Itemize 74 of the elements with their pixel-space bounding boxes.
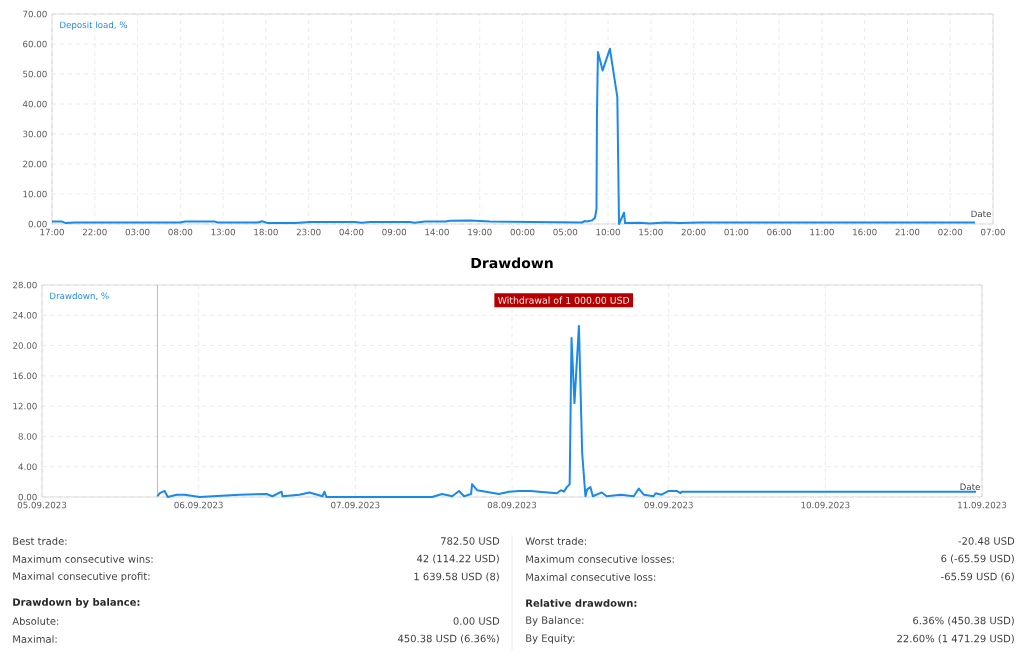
y-tick-label: 60.00	[23, 40, 47, 48]
y-tick-label: 20.00	[23, 160, 47, 168]
y-tick-label: 8.00	[18, 433, 37, 440]
x-tick-label: 11:00	[810, 228, 834, 236]
x-tick-label: 18:00	[254, 228, 278, 236]
text: 1 639.58 USD (8)	[414, 572, 499, 582]
text: 782.50 USD	[441, 537, 500, 545]
x-tick-label: 02:00	[938, 228, 963, 236]
chart-title: Drawdown	[471, 257, 553, 269]
text: Maximal consecutive loss:	[526, 573, 656, 581]
x-tick-label: 22:00	[82, 228, 107, 236]
y-tick-label: 30.00	[23, 130, 47, 138]
y-tick-label: 16.00	[13, 372, 37, 380]
x-tick-label: 16:00	[853, 228, 877, 236]
y-tick-label: 0.00	[28, 220, 47, 228]
x-tick-label: 08.09.2023	[487, 501, 537, 509]
x-tick-label: 10:00	[596, 228, 620, 236]
y-tick-label: 24.00	[13, 312, 37, 319]
text: By Equity:	[526, 634, 575, 644]
text: Maximal:	[13, 635, 57, 643]
text: Absolute:	[12, 617, 59, 625]
x-tick-label: 23:00	[296, 228, 321, 236]
y-tick-label: 50.00	[23, 70, 47, 78]
x-tick-label: 07.09.2023	[331, 501, 380, 509]
text: Maximum consecutive wins:	[13, 555, 153, 563]
y-tick-label: 20.00	[13, 342, 37, 349]
x-tick-label: 01:00	[724, 228, 749, 236]
y-tick-label: 70.00	[23, 10, 47, 18]
x-tick-label: 14:00	[425, 228, 449, 236]
text: -65.59 USD (6)	[941, 572, 1014, 582]
x-tick-label: 10.09.2023	[801, 501, 850, 509]
text: Maximum consecutive losses:	[526, 555, 674, 563]
x-tick-label: 03:00	[125, 228, 150, 236]
y-axis-title: Drawdown, %	[50, 292, 109, 300]
x-tick-label: 06:00	[767, 228, 792, 236]
y-tick-label: 40.00	[22, 100, 47, 108]
text: -20.48 USD	[958, 537, 1015, 545]
y-tick-label: 28.00	[13, 281, 37, 289]
x-tick-label: 13:00	[211, 228, 235, 236]
x-tick-label: 17:00	[40, 228, 64, 236]
x-tick-label: 04:00	[339, 228, 364, 236]
x-tick-label: 09:00	[382, 228, 407, 236]
text: 6.36% (450.38 USD)	[913, 616, 1014, 626]
x-tick-label: 15:00	[639, 228, 663, 236]
y-tick-label: 4.00	[18, 463, 37, 470]
text: 6 (-65.59 USD)	[941, 554, 1014, 564]
y-axis-title: Deposit load, %	[60, 21, 128, 30]
text: 450.38 USD (6.36%)	[397, 634, 499, 644]
text: By Balance:	[526, 616, 584, 626]
text: Worst trade:	[525, 537, 586, 545]
annotation: Withdrawal of 1 000.00 USD	[498, 296, 630, 304]
text: 0.00 USD	[453, 617, 500, 625]
y-tick-label: 0.00	[18, 493, 37, 501]
x-tick-label: 21:00	[895, 228, 920, 236]
x-tick-label: 06.09.2023	[174, 501, 223, 509]
text: Best trade:	[13, 537, 67, 545]
x-tick-label: 20:00	[681, 228, 706, 236]
text: Relative drawdown:	[526, 599, 637, 607]
x-tick-label: 08:00	[168, 228, 193, 236]
x-tick-label: 05.09.2023	[17, 501, 67, 509]
x-tick-label: 09.09.2023	[644, 501, 693, 509]
x-tick-label: 19:00	[468, 228, 492, 236]
y-tick-label: 12.00	[13, 402, 37, 410]
x-axis-title: Date	[960, 483, 980, 491]
x-tick-label: 11.09.2023	[958, 501, 1007, 509]
text: Maximal consecutive profit:	[13, 572, 150, 582]
text: Drawdown by balance:	[13, 598, 140, 608]
text: 42 (114.22 USD)	[416, 554, 499, 564]
x-tick-label: 05:00	[553, 228, 578, 236]
x-tick-label: 00:00	[510, 228, 535, 236]
y-tick-label: 10.00	[23, 190, 47, 198]
x-tick-label: 07:00	[981, 228, 1005, 236]
x-axis-title: Date	[971, 210, 991, 218]
text: 22.60% (1 471.29 USD)	[897, 634, 1014, 644]
